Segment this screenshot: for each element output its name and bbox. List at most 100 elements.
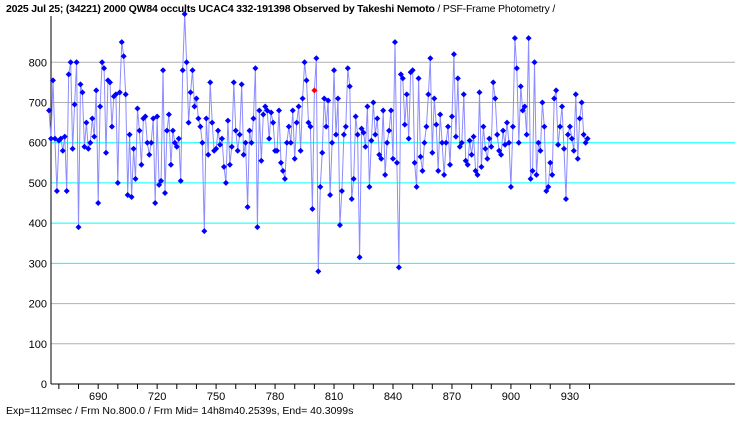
data-point [584, 135, 591, 142]
data-point [187, 89, 194, 96]
data-point [409, 67, 416, 74]
data-point [103, 149, 110, 156]
data-point [427, 55, 434, 62]
data-point [399, 75, 406, 82]
data-point [152, 200, 159, 207]
data-point [570, 147, 577, 154]
data-point [572, 91, 579, 98]
data-point [116, 89, 123, 96]
y-tick-label: 500 [29, 178, 47, 190]
data-point [173, 143, 180, 150]
data-point [401, 121, 408, 128]
data-point [437, 111, 444, 118]
data-point [480, 123, 487, 130]
data-point [452, 133, 459, 140]
data-point [380, 107, 387, 114]
data-point [319, 149, 326, 156]
data-point [374, 115, 381, 122]
data-point [525, 35, 532, 42]
data-point [189, 67, 196, 74]
data-point [439, 139, 446, 146]
data-point [445, 123, 452, 130]
data-point [423, 123, 430, 130]
data-point [419, 167, 426, 174]
data-point [555, 141, 562, 148]
x-tick-label: 870 [443, 391, 461, 403]
data-point [539, 99, 546, 106]
data-point [441, 171, 448, 178]
data-point [474, 171, 481, 178]
data-point [476, 89, 483, 96]
x-tick-label: 780 [266, 391, 284, 403]
data-point [561, 145, 567, 152]
data-point [160, 67, 167, 74]
data-point [331, 67, 338, 74]
data-point [574, 155, 581, 162]
data-point [276, 107, 282, 114]
x-tick-label: 750 [207, 391, 225, 403]
data-point [224, 117, 231, 124]
data-point [122, 91, 129, 98]
data-point [454, 75, 461, 82]
x-tick-label: 690 [89, 391, 107, 403]
data-point [285, 123, 292, 130]
data-point [256, 107, 263, 114]
x-tick-label: 720 [148, 391, 166, 403]
data-point [411, 159, 418, 166]
data-point [521, 103, 528, 110]
data-point [93, 87, 100, 94]
data-point [340, 131, 347, 138]
data-point [205, 151, 212, 158]
data-point [559, 103, 566, 110]
data-point [531, 59, 538, 66]
data-point [386, 127, 393, 134]
data-point [158, 177, 165, 184]
data-point [417, 153, 424, 160]
data-point [486, 135, 493, 142]
data-point [490, 79, 497, 86]
data-point [193, 95, 200, 102]
data-point [287, 139, 294, 146]
x-tick-label: 810 [325, 391, 343, 403]
data-point [201, 228, 208, 235]
data-point [523, 131, 530, 138]
data-point [215, 127, 222, 134]
data-point [468, 151, 475, 158]
data-point [334, 95, 341, 102]
data-point [403, 91, 410, 98]
data-point [352, 113, 359, 120]
data-point [114, 179, 121, 186]
data-point [391, 39, 398, 46]
data-point [578, 99, 585, 106]
data-point [83, 119, 90, 126]
data-point [240, 151, 247, 158]
data-point [61, 133, 68, 140]
data-point [48, 135, 54, 142]
data-point [85, 145, 92, 152]
data-point [443, 139, 450, 146]
data-point [378, 155, 385, 162]
x-tick-label: 930 [561, 391, 579, 403]
data-point [179, 67, 186, 74]
data-point [281, 175, 288, 182]
data-point [342, 123, 349, 130]
data-point [79, 89, 86, 96]
data-point [529, 167, 536, 174]
data-point [484, 155, 491, 162]
data-point [71, 101, 78, 108]
data-point [108, 123, 115, 130]
data-point [433, 121, 440, 128]
data-point [165, 111, 172, 118]
data-point [388, 107, 395, 114]
data-point [118, 39, 125, 46]
data-point [303, 77, 310, 84]
data-point [106, 79, 113, 86]
data-point [222, 179, 229, 186]
data-point [136, 127, 143, 134]
data-point [421, 139, 428, 146]
data-point [450, 51, 457, 58]
data-point [350, 175, 357, 182]
data-point [517, 83, 524, 90]
data-point [226, 161, 233, 168]
